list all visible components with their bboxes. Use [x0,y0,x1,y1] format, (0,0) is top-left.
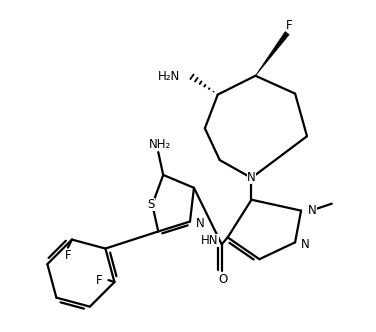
Text: N: N [196,217,205,230]
Text: S: S [148,198,155,211]
Text: F: F [65,249,71,262]
Text: NH₂: NH₂ [149,138,171,151]
Text: N: N [301,238,310,251]
Text: HN: HN [201,234,219,247]
Text: N: N [247,171,256,184]
Text: N: N [308,204,317,217]
Polygon shape [255,32,289,76]
Text: F: F [286,19,293,32]
Text: F: F [96,274,103,287]
Text: H₂N: H₂N [158,70,180,83]
Text: O: O [218,273,227,286]
